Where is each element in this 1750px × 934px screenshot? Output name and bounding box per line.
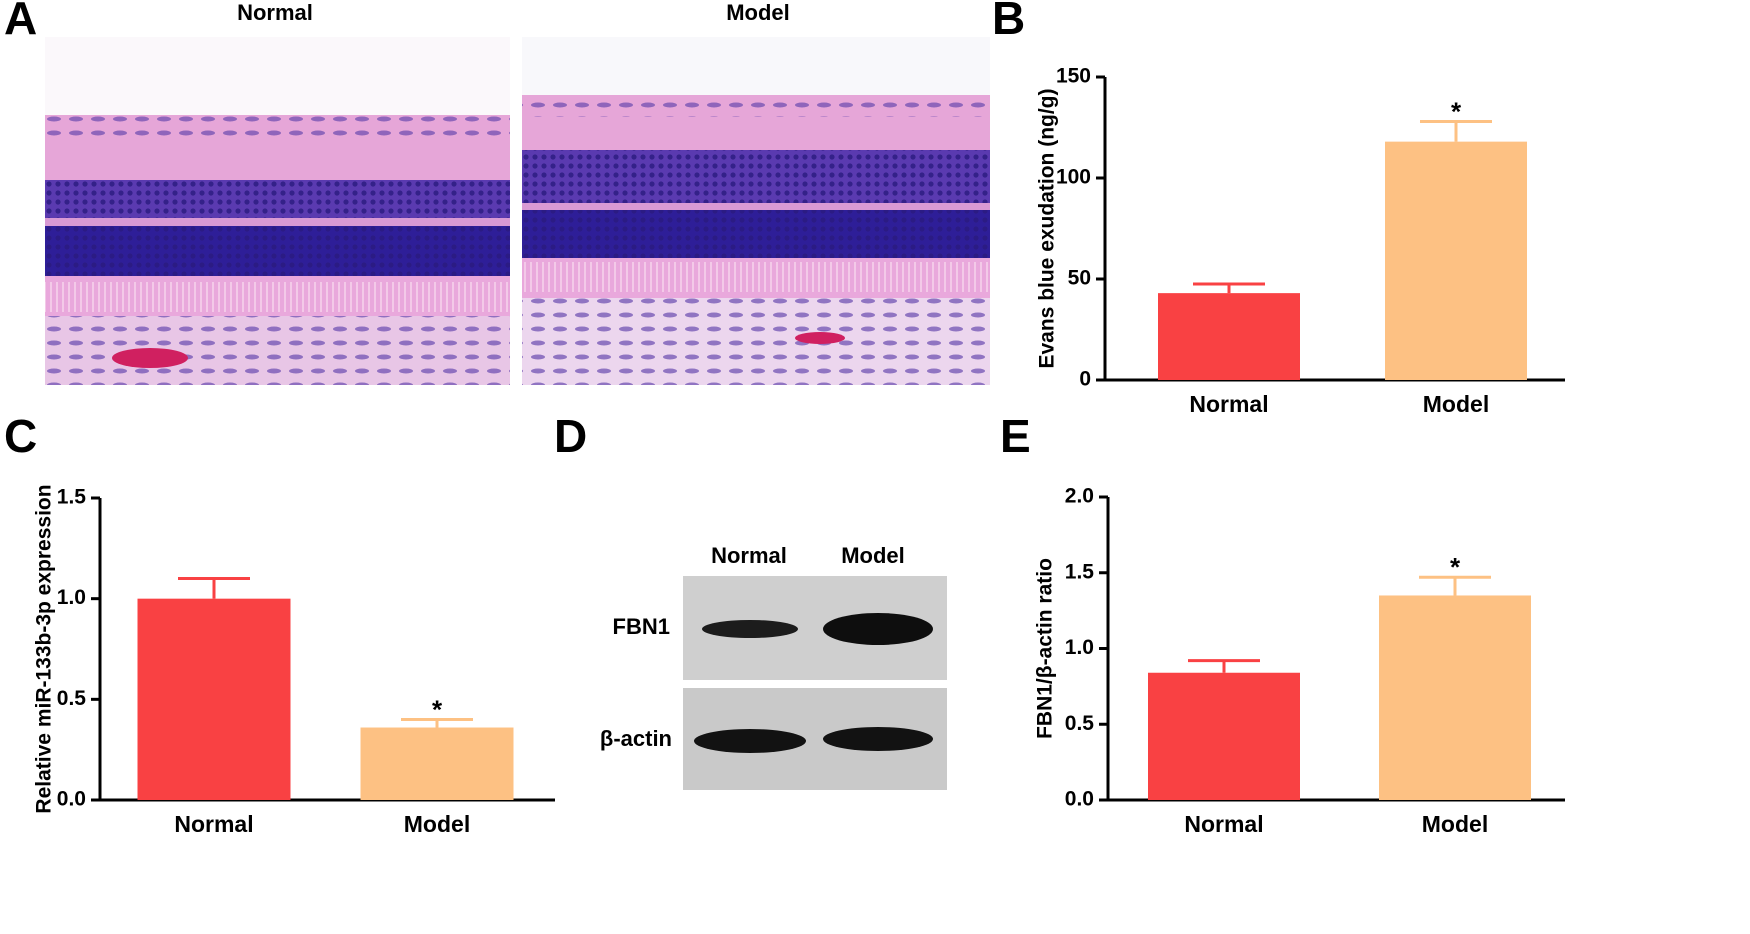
y-axis-label: FBN1/β-actin ratio <box>1034 558 1057 739</box>
image-title: Normal <box>237 0 313 25</box>
panel-label: C <box>4 410 37 462</box>
panel-label: E <box>1000 410 1031 462</box>
lane-label: Normal <box>711 543 787 568</box>
bar <box>1158 293 1300 380</box>
y-axis-label: Relative miR-133b-3p expression <box>33 484 56 813</box>
bar <box>137 598 291 800</box>
y-tick-label: 1.5 <box>1065 560 1095 583</box>
significance-mark: * <box>432 694 443 724</box>
y-tick-label: 0.0 <box>1065 788 1094 811</box>
x-tick-label: Normal <box>174 811 253 837</box>
y-tick-label: 100 <box>1056 166 1091 189</box>
panel-label: B <box>992 0 1025 44</box>
y-tick-label: 1.5 <box>57 486 87 509</box>
x-tick-label: Normal <box>1184 811 1263 837</box>
x-tick-label: Model <box>1423 391 1489 417</box>
panel-label: A <box>4 0 37 44</box>
histology-model <box>522 37 990 385</box>
significance-mark: * <box>1451 96 1462 126</box>
bar <box>1385 141 1527 380</box>
y-tick-label: 150 <box>1056 65 1091 88</box>
x-tick-label: Model <box>1422 811 1488 837</box>
lane-label: Model <box>841 543 905 568</box>
row-label: FBN1 <box>613 614 670 639</box>
y-tick-label: 0.5 <box>57 687 87 710</box>
y-tick-label: 0.0 <box>57 788 86 811</box>
panel-label: D <box>554 410 587 462</box>
y-axis-label: Evans blue exudation (ng/g) <box>1036 88 1059 368</box>
bar <box>360 727 514 800</box>
bar <box>1148 672 1300 800</box>
x-tick-label: Model <box>404 811 470 837</box>
y-tick-label: 1.0 <box>1065 636 1094 659</box>
y-tick-label: 50 <box>1068 267 1091 290</box>
y-tick-label: 0.5 <box>1065 712 1095 735</box>
bar <box>1379 595 1531 800</box>
y-tick-label: 2.0 <box>1065 485 1094 508</box>
image-title: Model <box>726 0 790 25</box>
western-blot <box>683 576 947 790</box>
row-label: β-actin <box>600 726 672 751</box>
y-tick-label: 1.0 <box>57 586 86 609</box>
significance-mark: * <box>1450 552 1461 582</box>
histology-normal <box>45 37 510 385</box>
y-tick-label: 0 <box>1079 368 1091 391</box>
x-tick-label: Normal <box>1189 391 1268 417</box>
